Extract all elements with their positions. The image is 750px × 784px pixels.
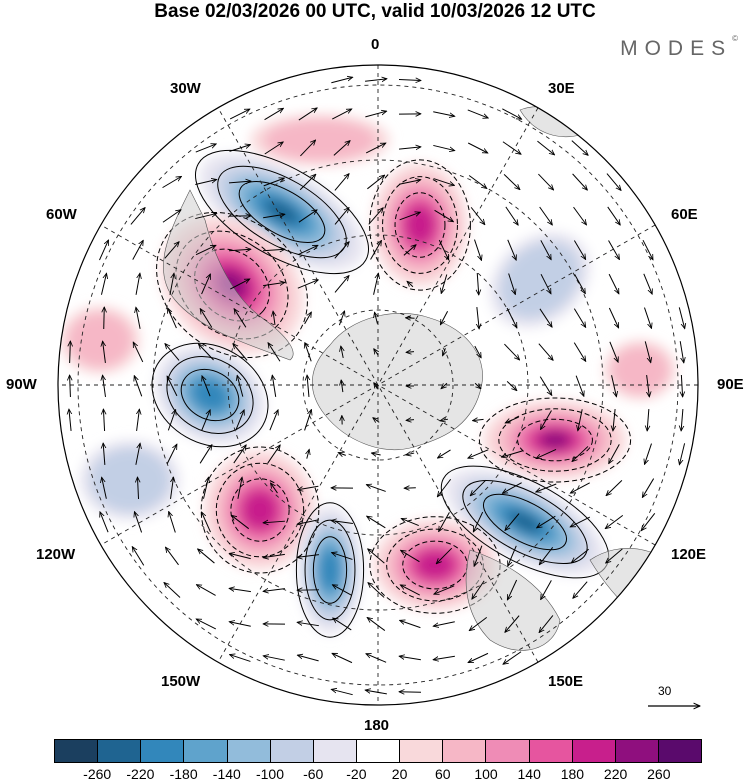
wind-arrow — [399, 692, 421, 693]
colorbar-tick-label: -20 — [346, 766, 366, 782]
anomaly-band — [541, 432, 570, 448]
anomaly-band — [320, 550, 340, 591]
colorbar-swatch — [228, 740, 271, 762]
colorbar-swatch — [141, 740, 184, 762]
colorbar-tick-label: 60 — [435, 766, 451, 782]
reference-vector-label: 30 — [658, 684, 671, 698]
positive-anomaly — [483, 400, 627, 480]
colorbar-swatch — [486, 740, 529, 762]
lon-label-180: 180 — [364, 717, 389, 734]
positive-anomaly — [204, 450, 316, 570]
colorbar-tick-label: -100 — [256, 766, 284, 782]
colorbar-tick-label: -220 — [126, 766, 154, 782]
wind-arrow — [406, 420, 414, 421]
anomaly-band — [264, 119, 376, 161]
colorbar-tick-label: 140 — [518, 766, 541, 782]
lon-label-0: 0 — [371, 36, 379, 53]
lon-label-120w: 120W — [36, 546, 75, 563]
positive-anomaly — [372, 163, 468, 287]
anomaly-band — [242, 491, 278, 529]
colorbar-tick-label: 100 — [474, 766, 497, 782]
colorbar-tick-label: 20 — [392, 766, 408, 782]
colorbar-tick-label: -60 — [303, 766, 323, 782]
negative-anomaly — [298, 506, 362, 634]
colorbar-swatch — [573, 740, 616, 762]
colorbar — [54, 739, 702, 763]
colorbar-tick-label: 180 — [561, 766, 584, 782]
lon-label-30e: 30E — [548, 80, 575, 97]
anomaly-band — [415, 550, 455, 579]
colorbar-swatch — [443, 740, 486, 762]
positive-anomaly — [60, 306, 140, 374]
lon-label-150e: 150E — [548, 673, 583, 690]
anomaly-band — [611, 346, 669, 394]
colorbar-swatch — [400, 740, 443, 762]
colorbar-swatch — [271, 740, 314, 762]
colorbar-swatch — [55, 740, 98, 762]
colorbar-tick-label: 260 — [647, 766, 670, 782]
colorbar-swatch — [530, 740, 573, 762]
colorbar-ticks: -260 -220 -180 -140 -100 -60 -20 20 60 100 140 180 2… — [0, 766, 750, 784]
lon-label-30w: 30W — [170, 80, 201, 97]
lon-label-120e: 120E — [671, 546, 706, 563]
colorbar-tick-label: 220 — [604, 766, 627, 782]
colorbar-tick-label: -260 — [83, 766, 111, 782]
lon-label-60e: 60E — [671, 206, 698, 223]
colorbar-swatch — [616, 740, 659, 762]
wind-arrow — [104, 307, 105, 329]
lon-label-60w: 60W — [46, 206, 77, 223]
negative-anomaly — [80, 440, 180, 520]
colorbar-tick-label: -140 — [213, 766, 241, 782]
colorbar-swatch — [184, 740, 227, 762]
anomaly-band — [68, 313, 132, 367]
lon-label-90w: 90W — [6, 376, 37, 393]
colorbar-swatch — [314, 740, 357, 762]
colorbar-swatch — [98, 740, 141, 762]
lon-label-150w: 150W — [161, 673, 200, 690]
anomaly-band — [405, 205, 436, 245]
colorbar-tick-label: -180 — [170, 766, 198, 782]
colorbar-swatch — [357, 740, 400, 762]
colorbar-swatch — [659, 740, 701, 762]
lon-label-90e: 90E — [717, 376, 744, 393]
